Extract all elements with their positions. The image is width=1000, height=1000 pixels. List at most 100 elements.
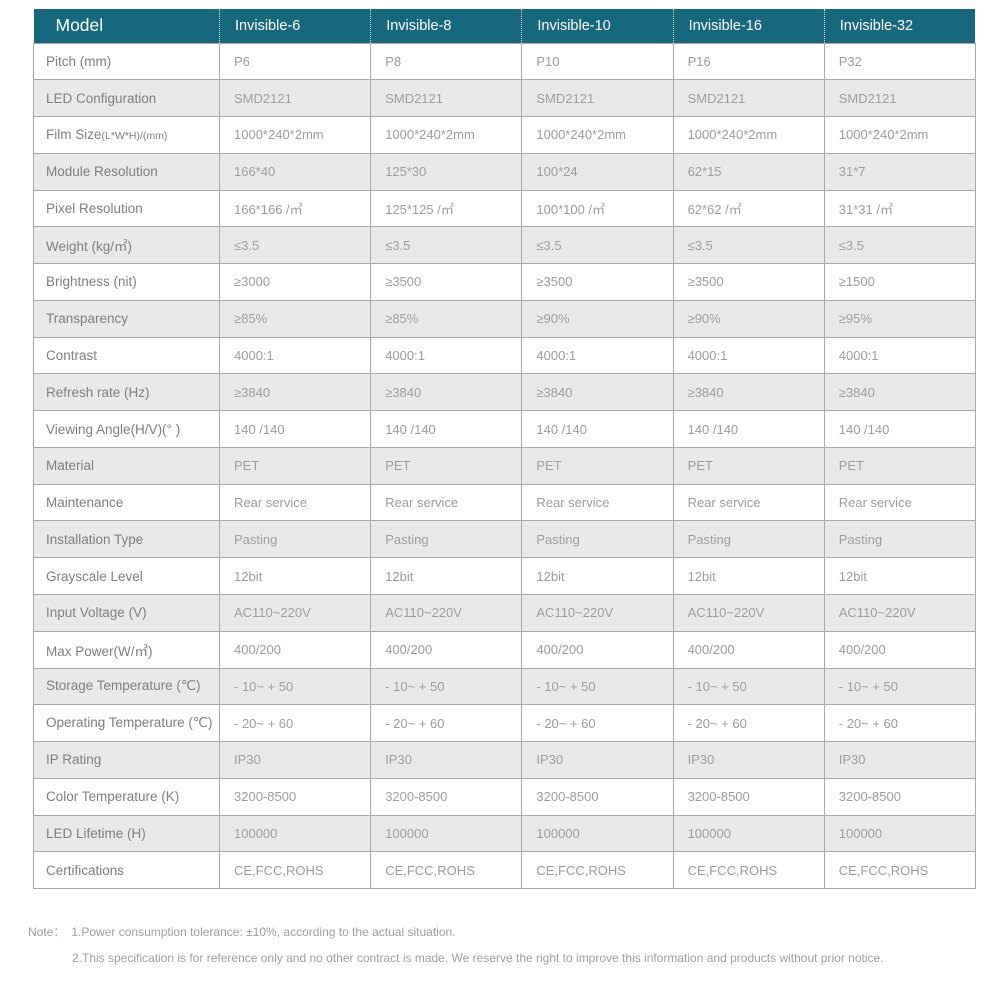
cell-value: ≤3.5 xyxy=(521,226,674,265)
cell-value: P32 xyxy=(823,42,976,81)
row-label: Grayscale Level xyxy=(33,557,220,595)
cell-value: 125*30 xyxy=(370,152,523,191)
cell-value: 100*24 xyxy=(521,152,674,191)
cell-value: CE,FCC,ROHS xyxy=(521,851,674,890)
cell-value: SMD2121 xyxy=(218,79,372,118)
table-row: Contrast 4000:1 4000:1 4000:1 4000:1 4000:1 xyxy=(33,336,976,375)
note-line-1: Note： 1.Power consumption tolerance: ±10… xyxy=(28,925,978,941)
header-row: Model Invisible-6 Invisible-8 Invisible-… xyxy=(33,9,976,43)
cell-value: PET xyxy=(672,446,825,485)
table-row: Pitch (mm) P6 P8 P10 P16 P32 xyxy=(33,42,976,81)
table-row: Transparency ≥85% ≥85% ≥90% ≥90% ≥95% xyxy=(33,299,976,338)
cell-value: CE,FCC,ROHS xyxy=(672,851,825,890)
cell-value: 140 /140 xyxy=(370,410,523,448)
cell-value: ≥90% xyxy=(521,299,674,338)
cell-value: CE,FCC,ROHS xyxy=(823,851,976,890)
cell-value: ≥3000 xyxy=(218,263,372,301)
cell-value: ≤3.5 xyxy=(370,226,523,265)
row-label: Film Size(L*W*H)/(mm) xyxy=(33,116,220,154)
cell-value: IP30 xyxy=(823,741,976,779)
row-label: Viewing Angle(H/V)(° ) xyxy=(33,410,220,448)
table-row: Color Temperature (K) 3200-8500 3200-8500 3… xyxy=(33,777,976,816)
cell-value: ≥3500 xyxy=(672,263,825,301)
cell-value: 100000 xyxy=(823,814,976,853)
cell-value: 3200-8500 xyxy=(672,777,825,816)
cell-value: ≥3840 xyxy=(672,373,825,412)
row-label: Installation Type xyxy=(33,520,220,559)
cell-value: 100*100 /㎡ xyxy=(521,189,674,228)
note-item-1: 1.Power consumption tolerance: ±10%, acc… xyxy=(71,925,456,939)
spec-table-body: Pitch (mm) P6 P8 P10 P16 P32 LED Configuration… xyxy=(33,42,976,890)
cell-value: ≥90% xyxy=(672,299,825,338)
cell-value: 100000 xyxy=(218,814,372,853)
cell-value: 1000*240*2mm xyxy=(370,116,523,154)
cell-value: 140 /140 xyxy=(521,410,674,448)
cell-value: 140 /140 xyxy=(218,410,372,448)
cell-value: - 20~ + 60 xyxy=(521,704,674,743)
header-col-invisible-8: Invisible-8 xyxy=(370,9,522,43)
cell-value: IP30 xyxy=(370,741,523,779)
cell-value: IP30 xyxy=(218,741,372,779)
cell-value: Rear service xyxy=(370,483,523,522)
cell-value: 166*40 xyxy=(218,152,372,191)
cell-value: AC110~220V xyxy=(370,593,523,632)
cell-value: CE,FCC,ROHS xyxy=(218,851,372,890)
cell-value: ≤3.5 xyxy=(823,226,976,265)
table-row: Weight (kg/㎡) ≤3.5 ≤3.5 ≤3.5 ≤3.5 ≤3.5 xyxy=(33,226,976,265)
table-row: Viewing Angle(H/V)(° ) 140 /140 140 /140 14… xyxy=(33,410,976,448)
row-label: Operating Temperature (℃) xyxy=(33,704,220,743)
cell-value: 12bit xyxy=(521,557,674,595)
row-label: Input Voltage (V) xyxy=(33,593,220,632)
cell-value: Rear service xyxy=(672,483,825,522)
row-label: Contrast xyxy=(33,336,220,375)
cell-value: ≥3840 xyxy=(823,373,976,412)
table-row: Operating Temperature (℃) - 20~ + 60- 20~… xyxy=(33,704,976,743)
cell-value: IP30 xyxy=(672,741,825,779)
header-col-invisible-16: Invisible-16 xyxy=(672,9,825,43)
cell-value: - 10~ + 50 xyxy=(370,667,523,706)
row-label: Maintenance xyxy=(33,483,220,522)
cell-value: - 20~ + 60 xyxy=(823,704,976,743)
cell-value: Pasting xyxy=(521,520,674,559)
cell-value: PET xyxy=(521,446,674,485)
table-row: IP Rating IP30 IP30 IP30 IP30 IP30 xyxy=(33,741,976,779)
cell-value: - 20~ + 60 xyxy=(370,704,523,743)
note-item-2: 2.This specification is for reference on… xyxy=(72,950,884,965)
cell-value: 400/200 xyxy=(370,630,523,669)
cell-value: 166*166 /㎡ xyxy=(218,189,372,228)
cell-value: ≥85% xyxy=(218,299,372,338)
row-label: Transparency xyxy=(33,299,220,338)
cell-value: - 10~ + 50 xyxy=(672,667,825,706)
table-header: Model Invisible-6 Invisible-8 Invisible-… xyxy=(33,9,976,43)
cell-value: P10 xyxy=(521,42,674,81)
cell-value: - 10~ + 50 xyxy=(521,667,674,706)
cell-value: Rear service xyxy=(521,483,674,522)
cell-value: Pasting xyxy=(823,520,976,559)
cell-value: 12bit xyxy=(218,557,372,595)
cell-value: 140 /140 xyxy=(672,410,825,448)
cell-value: - 10~ + 50 xyxy=(823,667,976,706)
row-label: Weight (kg/㎡) xyxy=(33,226,220,265)
cell-value: 12bit xyxy=(823,557,976,595)
cell-value: 4000:1 xyxy=(218,336,372,375)
cell-value: 100000 xyxy=(672,814,825,853)
table-row: Refresh rate (Hz) ≥3840 ≥3840 ≥3840 ≥3840 ≥38… xyxy=(33,373,976,412)
table-row: Grayscale Level 12bit 12bit 12bit 12bit 12bit xyxy=(33,557,976,595)
row-label: Storage Temperature (℃) xyxy=(33,667,220,706)
row-label: Color Temperature (K) xyxy=(33,777,220,816)
cell-value: ≥1500 xyxy=(823,263,976,301)
table-row: Installation Type Pasting Pasting Pasting Pa… xyxy=(33,520,976,559)
cell-value: ≤3.5 xyxy=(672,226,825,265)
table-row: Film Size(L*W*H)/(mm) 1000*240*2mm 1000*24… xyxy=(33,116,976,154)
row-label: Certifications xyxy=(33,851,220,890)
cell-value: 100000 xyxy=(370,814,523,853)
table-row: Module Resolution 166*40 125*30 100*24 62*15… xyxy=(33,152,976,191)
cell-value: ≥3500 xyxy=(521,263,674,301)
header-col-invisible-6: Invisible-6 xyxy=(218,9,371,43)
spec-table: Model Invisible-6 Invisible-8 Invisible-… xyxy=(33,9,976,890)
cell-value: ≤3.5 xyxy=(218,226,372,265)
cell-value: 62*15 xyxy=(672,152,825,191)
note-label: Note： xyxy=(28,925,66,939)
cell-value: 4000:1 xyxy=(823,336,976,375)
table-row: LED Configuration SMD2121 SMD2121 SMD2121 SM… xyxy=(33,79,976,118)
